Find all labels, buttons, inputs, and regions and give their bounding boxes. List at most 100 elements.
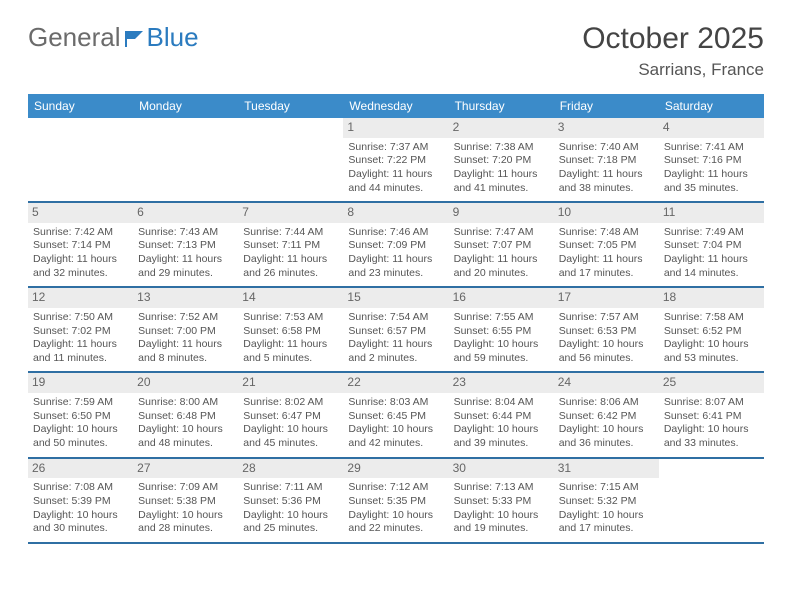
day-cell [133,118,238,201]
sunrise-line: Sunrise: 7:50 AM [33,311,128,325]
daylight-line2: and 36 minutes. [559,437,654,451]
daylight-line1: Daylight: 11 hours [243,338,338,352]
daylight-line1: Daylight: 11 hours [454,168,549,182]
daylight-line1: Daylight: 11 hours [559,253,654,267]
day-number: 16 [449,288,554,308]
daylight-line1: Daylight: 11 hours [664,168,759,182]
day-number: 11 [659,203,764,223]
day-cell: 31Sunrise: 7:15 AMSunset: 5:32 PMDayligh… [554,459,659,542]
daylight-line2: and 22 minutes. [348,522,443,536]
sunrise-line: Sunrise: 7:37 AM [348,141,443,155]
sunset-line: Sunset: 5:35 PM [348,495,443,509]
sunset-line: Sunset: 7:16 PM [664,154,759,168]
daylight-line1: Daylight: 11 hours [664,253,759,267]
day-cell: 3Sunrise: 7:40 AMSunset: 7:18 PMDaylight… [554,118,659,201]
day-cell: 23Sunrise: 8:04 AMSunset: 6:44 PMDayligh… [449,373,554,456]
sunset-line: Sunset: 7:09 PM [348,239,443,253]
sunrise-line: Sunrise: 8:03 AM [348,396,443,410]
sunrise-line: Sunrise: 7:48 AM [559,226,654,240]
sunrise-line: Sunrise: 7:13 AM [454,481,549,495]
day-number: 29 [343,459,448,479]
daylight-line2: and 42 minutes. [348,437,443,451]
daylight-line2: and 56 minutes. [559,352,654,366]
sunset-line: Sunset: 6:48 PM [138,410,233,424]
sunrise-line: Sunrise: 7:43 AM [138,226,233,240]
day-number: 4 [659,118,764,138]
day-number: 7 [238,203,343,223]
day-cell [659,459,764,542]
sunset-line: Sunset: 7:00 PM [138,325,233,339]
sunset-line: Sunset: 6:44 PM [454,410,549,424]
sunset-line: Sunset: 7:18 PM [559,154,654,168]
sunset-line: Sunset: 6:55 PM [454,325,549,339]
calendar: SundayMondayTuesdayWednesdayThursdayFrid… [28,94,764,544]
daylight-line2: and 8 minutes. [138,352,233,366]
sunrise-line: Sunrise: 7:08 AM [33,481,128,495]
sunrise-line: Sunrise: 7:58 AM [664,311,759,325]
sunset-line: Sunset: 7:22 PM [348,154,443,168]
sunrise-line: Sunrise: 8:04 AM [454,396,549,410]
sunrise-line: Sunrise: 7:38 AM [454,141,549,155]
daylight-line2: and 45 minutes. [243,437,338,451]
sunrise-line: Sunrise: 7:15 AM [559,481,654,495]
daylight-line1: Daylight: 10 hours [243,509,338,523]
daylight-line1: Daylight: 10 hours [454,509,549,523]
daylight-line2: and 23 minutes. [348,267,443,281]
sunrise-line: Sunrise: 7:12 AM [348,481,443,495]
day-number: 9 [449,203,554,223]
daylight-line1: Daylight: 11 hours [454,253,549,267]
sunrise-line: Sunrise: 7:54 AM [348,311,443,325]
daylight-line2: and 11 minutes. [33,352,128,366]
daylight-line2: and 48 minutes. [138,437,233,451]
daylight-line2: and 29 minutes. [138,267,233,281]
sunset-line: Sunset: 6:41 PM [664,410,759,424]
sunset-line: Sunset: 7:04 PM [664,239,759,253]
daylight-line1: Daylight: 11 hours [348,253,443,267]
daylight-line1: Daylight: 10 hours [33,509,128,523]
daylight-line1: Daylight: 10 hours [138,509,233,523]
dow-header: Friday [554,94,659,118]
dow-header: Saturday [659,94,764,118]
dow-header: Tuesday [238,94,343,118]
sunset-line: Sunset: 6:53 PM [559,325,654,339]
day-number: 24 [554,373,659,393]
daylight-line1: Daylight: 10 hours [664,338,759,352]
day-number: 10 [554,203,659,223]
daylight-line2: and 39 minutes. [454,437,549,451]
dow-header-row: SundayMondayTuesdayWednesdayThursdayFrid… [28,94,764,118]
day-cell: 15Sunrise: 7:54 AMSunset: 6:57 PMDayligh… [343,288,448,371]
dow-header: Wednesday [343,94,448,118]
sunrise-line: Sunrise: 8:02 AM [243,396,338,410]
sunrise-line: Sunrise: 7:59 AM [33,396,128,410]
day-cell: 18Sunrise: 7:58 AMSunset: 6:52 PMDayligh… [659,288,764,371]
day-cell: 5Sunrise: 7:42 AMSunset: 7:14 PMDaylight… [28,203,133,286]
day-number: 19 [28,373,133,393]
day-number: 21 [238,373,343,393]
sunset-line: Sunset: 5:32 PM [559,495,654,509]
day-number: 2 [449,118,554,138]
day-cell [238,118,343,201]
daylight-line2: and 17 minutes. [559,522,654,536]
month-title: October 2025 [582,22,764,56]
daylight-line1: Daylight: 10 hours [138,423,233,437]
sunrise-line: Sunrise: 7:55 AM [454,311,549,325]
day-number: 6 [133,203,238,223]
sunset-line: Sunset: 7:05 PM [559,239,654,253]
day-cell: 6Sunrise: 7:43 AMSunset: 7:13 PMDaylight… [133,203,238,286]
daylight-line2: and 25 minutes. [243,522,338,536]
dow-header: Monday [133,94,238,118]
daylight-line2: and 5 minutes. [243,352,338,366]
daylight-line2: and 2 minutes. [348,352,443,366]
dow-header: Sunday [28,94,133,118]
header: General Blue October 2025 Sarrians, Fran… [28,22,764,80]
daylight-line2: and 53 minutes. [664,352,759,366]
day-number: 20 [133,373,238,393]
sunrise-line: Sunrise: 8:06 AM [559,396,654,410]
daylight-line2: and 19 minutes. [454,522,549,536]
daylight-line1: Daylight: 11 hours [559,168,654,182]
logo-flag-icon [125,29,147,47]
day-cell: 27Sunrise: 7:09 AMSunset: 5:38 PMDayligh… [133,459,238,542]
day-cell: 16Sunrise: 7:55 AMSunset: 6:55 PMDayligh… [449,288,554,371]
sunrise-line: Sunrise: 8:00 AM [138,396,233,410]
title-block: October 2025 Sarrians, France [582,22,764,80]
